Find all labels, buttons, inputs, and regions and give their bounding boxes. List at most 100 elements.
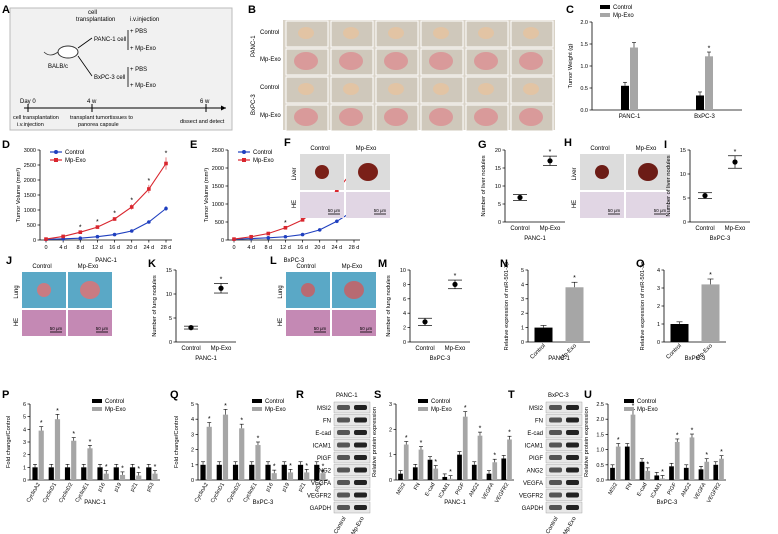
blot-band-control	[337, 417, 350, 423]
legend-mpexo-swatch	[418, 407, 428, 411]
significance-star: *	[257, 436, 260, 443]
row-label-control-1: Control	[260, 30, 279, 36]
column-label-mpexo: Mp-Exo	[636, 146, 657, 152]
data-point-mpexo	[147, 187, 151, 191]
significance-star: *	[96, 219, 99, 226]
data-point-control	[317, 228, 322, 232]
y-axis-label: Tumor Volume (mm³)	[16, 168, 22, 223]
blot-band-mpexo	[566, 455, 579, 460]
x-tick-label: Control	[510, 226, 529, 232]
blot-strip	[545, 451, 583, 464]
legend-control-label: Control	[265, 399, 284, 405]
x-tick-label: ICAM1	[438, 482, 452, 500]
significance-star: *	[89, 439, 92, 446]
x-tick-label: p19	[113, 482, 123, 493]
series-line-control	[45, 208, 167, 240]
organ-specimen	[315, 165, 329, 179]
blot-band-control	[549, 467, 562, 473]
data-point-control	[95, 234, 100, 239]
blot-strip	[545, 464, 583, 476]
y-tick-label: 6	[403, 297, 406, 303]
bar-mp-exo	[152, 473, 158, 480]
data-point-mpexo	[164, 161, 168, 166]
blot-band-control	[549, 480, 562, 485]
significance-star: *	[208, 416, 211, 423]
y-tick-label: 15	[166, 268, 172, 274]
blot-strip	[545, 401, 583, 414]
tumor-specimen	[519, 108, 543, 126]
bar-control	[146, 467, 152, 480]
legend-mpexo-label: Mp-Exo	[637, 407, 658, 413]
data-point-mp-exo	[452, 281, 458, 287]
y-tick-label: 10	[680, 172, 686, 178]
scale-bar-label: 50 μm	[50, 326, 63, 331]
tumor-photo-cell	[375, 48, 419, 76]
row-label-organ: Liver	[572, 167, 578, 180]
significance-star: *	[454, 273, 457, 280]
tumor-specimen	[384, 108, 408, 126]
data-point-control	[188, 325, 194, 331]
x-tick-label: 4 d	[247, 245, 255, 251]
legend-control-swatch	[600, 5, 610, 9]
y-tick-label: 0.5	[580, 86, 588, 92]
legend-mpexo-label: Mp-Exo	[253, 158, 274, 164]
significance-star: *	[224, 403, 227, 410]
bar-control	[486, 473, 492, 480]
panel-letter-h: H	[564, 137, 572, 149]
x-tick-label: ICAM1	[650, 482, 664, 500]
tumor-specimen	[294, 108, 318, 126]
data-point-control	[702, 193, 708, 199]
tumor-specimen	[429, 52, 453, 70]
column-label-control: Control	[590, 146, 609, 152]
y-tick-label: 2	[389, 427, 392, 433]
x-axis-label: BxPC-3	[284, 258, 305, 264]
significance-star: *	[322, 464, 325, 471]
bar-mp-exo	[645, 470, 651, 480]
bar-control	[412, 467, 418, 480]
y-tick-label: 20	[495, 148, 501, 154]
x-tick-label: CyclinA2	[26, 482, 42, 504]
blot-band-control	[549, 417, 562, 423]
y-tick-label: 0	[23, 478, 26, 484]
x-tick-label: E-cad	[424, 482, 436, 497]
legend-mpexo-label: Mp-Exo	[431, 407, 452, 413]
schematic-mpexo-1: + Mp-Exo	[130, 46, 157, 52]
y-tick-label: 2500	[212, 148, 224, 154]
blot-strip	[545, 439, 583, 451]
significance-star: *	[691, 428, 694, 435]
significance-star: *	[617, 437, 620, 444]
significance-star: *	[105, 464, 108, 471]
blot-band-control	[337, 430, 350, 435]
x-axis-label: PANC-1	[444, 500, 466, 506]
scale-bar-label: 50 μm	[328, 208, 341, 213]
blot-protein-label: PIGF	[317, 456, 331, 462]
panel-j-lung-images: J Control Mp-Exo Lung HE 50 μm 50 μm	[6, 255, 112, 336]
bar-control	[669, 466, 674, 480]
scale-bar-label: 50 μm	[360, 326, 373, 331]
blot-protein-label: PIGF	[529, 456, 543, 462]
schematic-bxpc-cell: BxPC-3 cell	[94, 75, 125, 81]
bar-control	[297, 464, 304, 480]
blot-protein-label: E-cad	[527, 431, 543, 437]
x-tick-label: VEGFA	[481, 482, 496, 501]
blot-strip	[545, 476, 583, 489]
y-tick-label: 0.0	[596, 478, 604, 484]
scale-bar-label: 50 μm	[654, 208, 667, 213]
blot-band-mpexo	[354, 442, 367, 448]
y-tick-label: 1	[191, 463, 194, 469]
panel-f-liver-images: F Control Mp-Exo Liver HE 50 μm 50 μm	[284, 137, 390, 218]
bar-control	[427, 459, 433, 480]
x-tick-label: VEGFR2	[706, 482, 722, 504]
data-point-mpexo	[61, 234, 65, 239]
blot-strip	[333, 464, 371, 476]
x-tick-label: 20 d	[314, 245, 325, 251]
bar-mp-exo	[239, 428, 245, 480]
x-tick-label: FN	[413, 482, 422, 491]
y-tick-label: 10	[400, 268, 406, 274]
blot-strip	[545, 414, 583, 426]
bar-mp-exo	[271, 473, 277, 480]
tumor-specimen	[384, 52, 408, 70]
significance-star: *	[130, 197, 133, 204]
chart-k-lung-nodules-panc: 0 5 10 15 Number of lung nodules PANC-1 Contro…	[152, 268, 236, 362]
x-tick-label: p19	[281, 482, 291, 493]
